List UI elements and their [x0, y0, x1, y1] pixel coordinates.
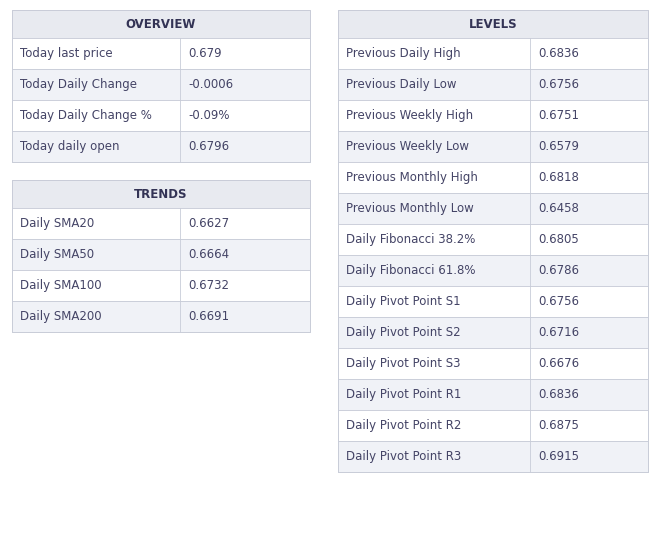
- Bar: [12, 208, 310, 239]
- Text: Daily Fibonacci 61.8%: Daily Fibonacci 61.8%: [346, 264, 475, 277]
- Text: 0.6751: 0.6751: [538, 109, 579, 122]
- Text: Daily Pivot Point S3: Daily Pivot Point S3: [346, 357, 461, 370]
- Text: Today Daily Change %: Today Daily Change %: [20, 109, 152, 122]
- Text: 0.6691: 0.6691: [188, 310, 229, 323]
- Text: 0.6716: 0.6716: [538, 326, 579, 339]
- Text: 0.6732: 0.6732: [188, 279, 229, 292]
- Text: Daily Pivot Point R3: Daily Pivot Point R3: [346, 450, 461, 463]
- Text: OVERVIEW: OVERVIEW: [126, 17, 196, 30]
- Text: 0.6915: 0.6915: [538, 450, 579, 463]
- Text: Previous Weekly Low: Previous Weekly Low: [346, 140, 469, 153]
- Text: Previous Monthly Low: Previous Monthly Low: [346, 202, 474, 215]
- Bar: [12, 10, 310, 162]
- Bar: [338, 224, 648, 255]
- Bar: [338, 379, 648, 410]
- Text: Today Daily Change: Today Daily Change: [20, 78, 137, 91]
- Text: 0.6579: 0.6579: [538, 140, 579, 153]
- Bar: [12, 10, 310, 38]
- Text: 0.6676: 0.6676: [538, 357, 579, 370]
- Bar: [12, 180, 310, 208]
- Bar: [338, 286, 648, 317]
- Bar: [12, 69, 310, 100]
- Bar: [12, 301, 310, 332]
- Bar: [338, 162, 648, 193]
- Text: Daily Fibonacci 38.2%: Daily Fibonacci 38.2%: [346, 233, 475, 246]
- Text: Daily SMA100: Daily SMA100: [20, 279, 101, 292]
- Bar: [338, 69, 648, 100]
- Text: 0.6818: 0.6818: [538, 171, 579, 184]
- Bar: [12, 270, 310, 301]
- Text: Daily SMA20: Daily SMA20: [20, 217, 94, 230]
- Text: Today daily open: Today daily open: [20, 140, 119, 153]
- Bar: [338, 348, 648, 379]
- Bar: [338, 193, 648, 224]
- Text: 0.6836: 0.6836: [538, 47, 579, 60]
- Bar: [338, 10, 648, 472]
- Text: Previous Daily Low: Previous Daily Low: [346, 78, 457, 91]
- Text: 0.6756: 0.6756: [538, 295, 579, 308]
- Text: 0.679: 0.679: [188, 47, 222, 60]
- Text: Daily Pivot Point S2: Daily Pivot Point S2: [346, 326, 461, 339]
- Bar: [12, 131, 310, 162]
- Text: Daily Pivot Point R1: Daily Pivot Point R1: [346, 388, 461, 401]
- Bar: [338, 410, 648, 441]
- Bar: [338, 131, 648, 162]
- Bar: [12, 38, 310, 69]
- Text: Previous Weekly High: Previous Weekly High: [346, 109, 473, 122]
- Text: 0.6836: 0.6836: [538, 388, 579, 401]
- Bar: [12, 180, 310, 332]
- Text: -0.0006: -0.0006: [188, 78, 233, 91]
- Bar: [338, 317, 648, 348]
- Text: 0.6875: 0.6875: [538, 419, 579, 432]
- Bar: [338, 100, 648, 131]
- Bar: [12, 100, 310, 131]
- Text: 0.6627: 0.6627: [188, 217, 229, 230]
- Text: Daily SMA200: Daily SMA200: [20, 310, 101, 323]
- Text: 0.6786: 0.6786: [538, 264, 579, 277]
- Bar: [338, 441, 648, 472]
- Text: 0.6664: 0.6664: [188, 248, 229, 261]
- Text: Daily Pivot Point S1: Daily Pivot Point S1: [346, 295, 461, 308]
- Text: Daily Pivot Point R2: Daily Pivot Point R2: [346, 419, 461, 432]
- Text: Previous Monthly High: Previous Monthly High: [346, 171, 478, 184]
- Text: Previous Daily High: Previous Daily High: [346, 47, 461, 60]
- Text: 0.6796: 0.6796: [188, 140, 229, 153]
- Bar: [338, 38, 648, 69]
- Bar: [12, 239, 310, 270]
- Text: Today last price: Today last price: [20, 47, 113, 60]
- Bar: [338, 255, 648, 286]
- Text: -0.09%: -0.09%: [188, 109, 230, 122]
- Text: LEVELS: LEVELS: [469, 17, 517, 30]
- Bar: [338, 10, 648, 38]
- Text: 0.6458: 0.6458: [538, 202, 579, 215]
- Text: 0.6805: 0.6805: [538, 233, 579, 246]
- Text: 0.6756: 0.6756: [538, 78, 579, 91]
- Text: Daily SMA50: Daily SMA50: [20, 248, 94, 261]
- Text: TRENDS: TRENDS: [134, 188, 188, 201]
